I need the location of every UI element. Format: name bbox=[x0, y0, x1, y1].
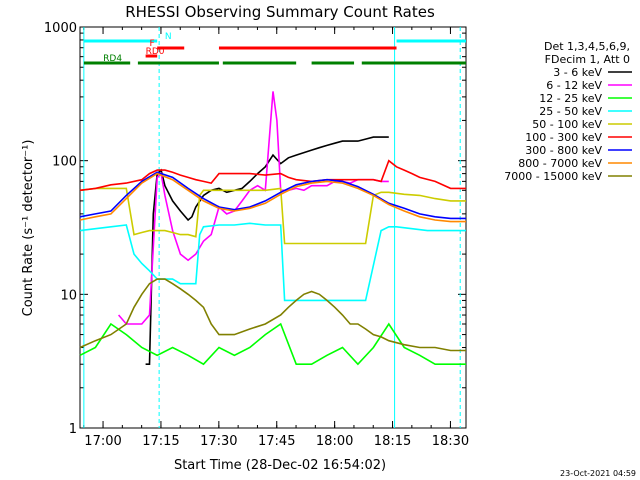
y-axis-label: Count Rate (s⁻¹ detector⁻¹) bbox=[21, 140, 36, 317]
flag-label-rd0: RD0 bbox=[146, 47, 165, 57]
flag-label-f: F bbox=[149, 39, 154, 49]
legend-label: 25 - 50 keV bbox=[539, 105, 602, 118]
x-tick-label: 18:00 bbox=[316, 434, 353, 449]
legend-label: 800 - 7000 keV bbox=[518, 157, 602, 170]
legend-label: 300 - 800 keV bbox=[525, 144, 602, 157]
series-line bbox=[79, 278, 466, 352]
flag-label-rd4: RD4 bbox=[103, 54, 122, 64]
timestamp-label: 23-Oct-2021 04:59 bbox=[560, 469, 636, 478]
legend-header: FDecim 1, Att 0 bbox=[545, 53, 630, 66]
series-line bbox=[79, 322, 466, 366]
x-tick-label: 17:30 bbox=[200, 434, 237, 449]
x-tick-label: 18:30 bbox=[432, 434, 469, 449]
series-line bbox=[79, 159, 466, 192]
plot-frame bbox=[79, 26, 467, 429]
y-tick-label: 100 bbox=[52, 155, 77, 170]
flag-label-n: N bbox=[165, 32, 172, 42]
series-line bbox=[79, 171, 466, 220]
legend-label: 6 - 12 keV bbox=[546, 79, 602, 92]
y-tick-label: 10 bbox=[60, 288, 77, 303]
y-tick-label: 1 bbox=[69, 422, 77, 437]
y-tick-label: 1000 bbox=[44, 21, 77, 36]
x-tick-label: 17:00 bbox=[84, 434, 121, 449]
series-line bbox=[145, 136, 389, 365]
legend-label: 3 - 6 keV bbox=[553, 66, 602, 79]
legend-header: Det 1,3,4,5,6,9, bbox=[544, 40, 630, 53]
x-tick-label: 18:15 bbox=[374, 434, 411, 449]
legend-label: 50 - 100 keV bbox=[532, 118, 602, 131]
chart-title: RHESSI Observing Summary Count Rates bbox=[125, 3, 435, 21]
series-line bbox=[79, 172, 466, 223]
legend-label: 7000 - 15000 keV bbox=[504, 170, 602, 183]
axes-group: 17:00 17:15 17:30 17:45 18:00 18:15 18:30 1 10 10… bbox=[44, 21, 469, 449]
series-line bbox=[79, 222, 466, 302]
x-tick-label: 17:15 bbox=[142, 434, 179, 449]
series-line bbox=[79, 187, 466, 245]
legend-label: 100 - 300 keV bbox=[525, 131, 602, 144]
x-tick-label: 17:45 bbox=[258, 434, 295, 449]
series-group bbox=[79, 91, 466, 366]
legend: Det 1,3,4,5,6,9,FDecim 1, Att 03 - 6 keV… bbox=[504, 40, 632, 183]
x-axis-label: Start Time (28-Dec-02 16:54:02) bbox=[174, 458, 386, 473]
legend-label: 12 - 25 keV bbox=[539, 92, 602, 105]
